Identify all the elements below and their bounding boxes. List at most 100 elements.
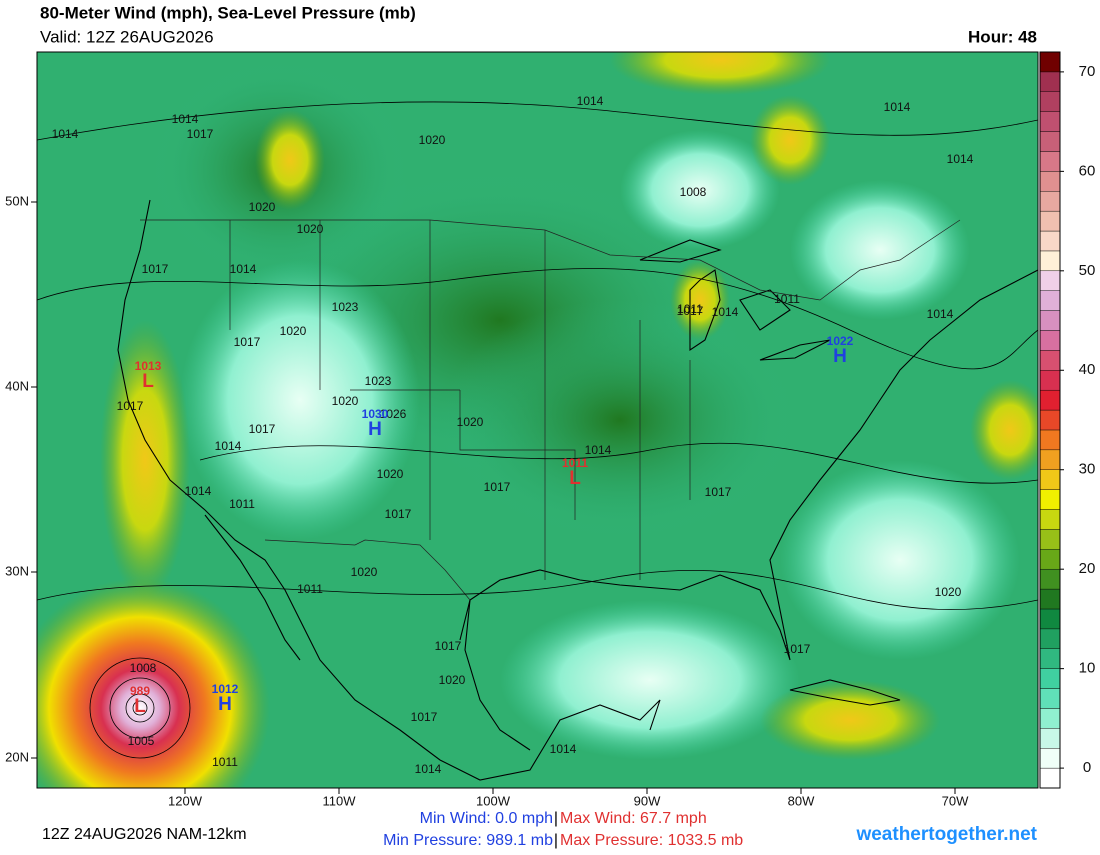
colorbar-band [1039, 549, 1061, 570]
gulf-east-coast [459, 269, 1038, 661]
lat-label: 50N [5, 193, 29, 208]
baja-coast [204, 514, 301, 661]
map-field: 1014 1014 1017 1020 1014 1020 1008 1014 1014 1020… [37, 52, 1038, 788]
max-pressure: Max Pressure: 1033.5 mb [560, 832, 743, 849]
colorbar-band [1039, 608, 1061, 630]
colorbar-band [1039, 668, 1061, 689]
colorbar-band [1039, 389, 1061, 411]
state-borders [229, 220, 691, 580]
field-blob [500, 600, 800, 760]
isobar-label: 1014 [215, 439, 242, 453]
center-symbol: L [134, 696, 146, 717]
isobar-label: 1014 [884, 100, 911, 114]
colorbar-tick-label: 0 [1083, 759, 1091, 776]
isobar-label: 1014 [550, 742, 577, 756]
isobar-label: 1014 [185, 484, 212, 498]
isobar-label: 1020 [249, 200, 276, 214]
colorbar-tick-label: 20 [1079, 560, 1096, 577]
colorbar-band [1039, 588, 1061, 610]
colorbar-band [1039, 270, 1061, 291]
isobar-label: 1011 [212, 755, 238, 769]
isobar-label: 1017 [411, 710, 438, 724]
colorbar-band [1039, 469, 1061, 490]
colorbar-band [1039, 91, 1061, 112]
colorbar-tick-label: 30 [1079, 461, 1096, 478]
isobar-label: 1014 [577, 94, 604, 108]
colorbar-band [1039, 151, 1061, 172]
center-symbol: L [142, 371, 154, 392]
isobar-label: 1014 [585, 443, 612, 457]
colorbar-band [1039, 290, 1061, 311]
isobar-label: 1017 [705, 485, 732, 499]
center-pressure: 989 [130, 684, 150, 698]
colorbar-tick-label: 10 [1079, 660, 1096, 677]
lake-huron [739, 289, 791, 331]
field-blob [620, 130, 780, 250]
lon-label: 100W [476, 793, 511, 808]
us-mexico-border [264, 539, 471, 601]
field-blob [180, 260, 420, 540]
separator: | [554, 810, 558, 827]
colorbar: 0 10 20 30 40 50 60 70 [1039, 51, 1096, 789]
colorbar-band [1039, 111, 1061, 132]
field-blob [780, 460, 1020, 660]
isobar-label: 1005 [128, 734, 155, 748]
field-blob [440, 300, 800, 540]
site-credit: weathertogether.net [855, 824, 1037, 845]
gulf-mexico-coast [464, 599, 531, 751]
field-blob [100, 320, 190, 600]
isobar-label: 1011 [774, 292, 800, 306]
colorbar-band [1039, 568, 1061, 590]
colorbar-band [1039, 529, 1061, 550]
isobar-label: 1023 [332, 300, 359, 314]
lon-label: 90W [634, 793, 661, 808]
field-blob [255, 110, 325, 210]
center-symbol: L [569, 468, 581, 489]
colorbar-band [1039, 191, 1061, 212]
isobar-label: 1014 [947, 152, 974, 166]
colorbar-band [1039, 210, 1061, 232]
isobar-label: 1017 [117, 399, 144, 413]
map-title: 80-Meter Wind (mph), Sea-Level Pressure … [40, 3, 416, 22]
isobar-label: 1014 [927, 307, 954, 321]
coastlines [117, 199, 1038, 781]
colorbar-tick-label: 70 [1079, 63, 1096, 80]
lat-label: 20N [5, 749, 29, 764]
colorbar-band [1039, 429, 1061, 451]
isobar-label: 1008 [130, 661, 157, 675]
colorbar-tick-label: 50 [1079, 262, 1096, 279]
isobar-label: 1023 [365, 374, 392, 388]
borders [140, 219, 961, 601]
map-frame [36, 51, 1039, 789]
field-blob [790, 180, 970, 320]
colorbar-band [1039, 728, 1061, 749]
valid-time: Valid: 12Z 26AUG2026 [40, 27, 214, 46]
colorbar-band [1039, 71, 1061, 92]
isobar-label: 1014 [230, 262, 257, 276]
isobar-label: 1020 [332, 394, 359, 408]
isobar-label: 1020 [419, 133, 446, 147]
colorbar-band [1039, 767, 1061, 789]
center-pressure: 1011 [562, 456, 588, 470]
field-blob [670, 260, 730, 340]
isobar-label: 1017 [484, 480, 511, 494]
isobar-label: 1026 [380, 407, 407, 421]
min-wind: Min Wind: 0.0 mph [420, 810, 553, 827]
isobar-label: 1020 [297, 222, 324, 236]
colorbar-band [1039, 688, 1061, 709]
isobar-label: 1011 [229, 497, 255, 511]
isobar-label: 1014 [415, 762, 442, 776]
lake-erie [759, 339, 831, 361]
colorbar-band [1039, 509, 1061, 530]
lat-label: 30N [5, 563, 29, 578]
center-symbol: H [368, 419, 382, 440]
center-pressure: 1022 [827, 334, 854, 348]
isobar-label: 1020 [280, 324, 307, 338]
center-symbol: H [833, 346, 847, 367]
colorbar-band [1039, 131, 1061, 152]
center-pressure: 1030 [362, 407, 389, 421]
isobar-label: 1014 [172, 112, 199, 126]
colorbar-tick-label: 40 [1079, 361, 1096, 378]
